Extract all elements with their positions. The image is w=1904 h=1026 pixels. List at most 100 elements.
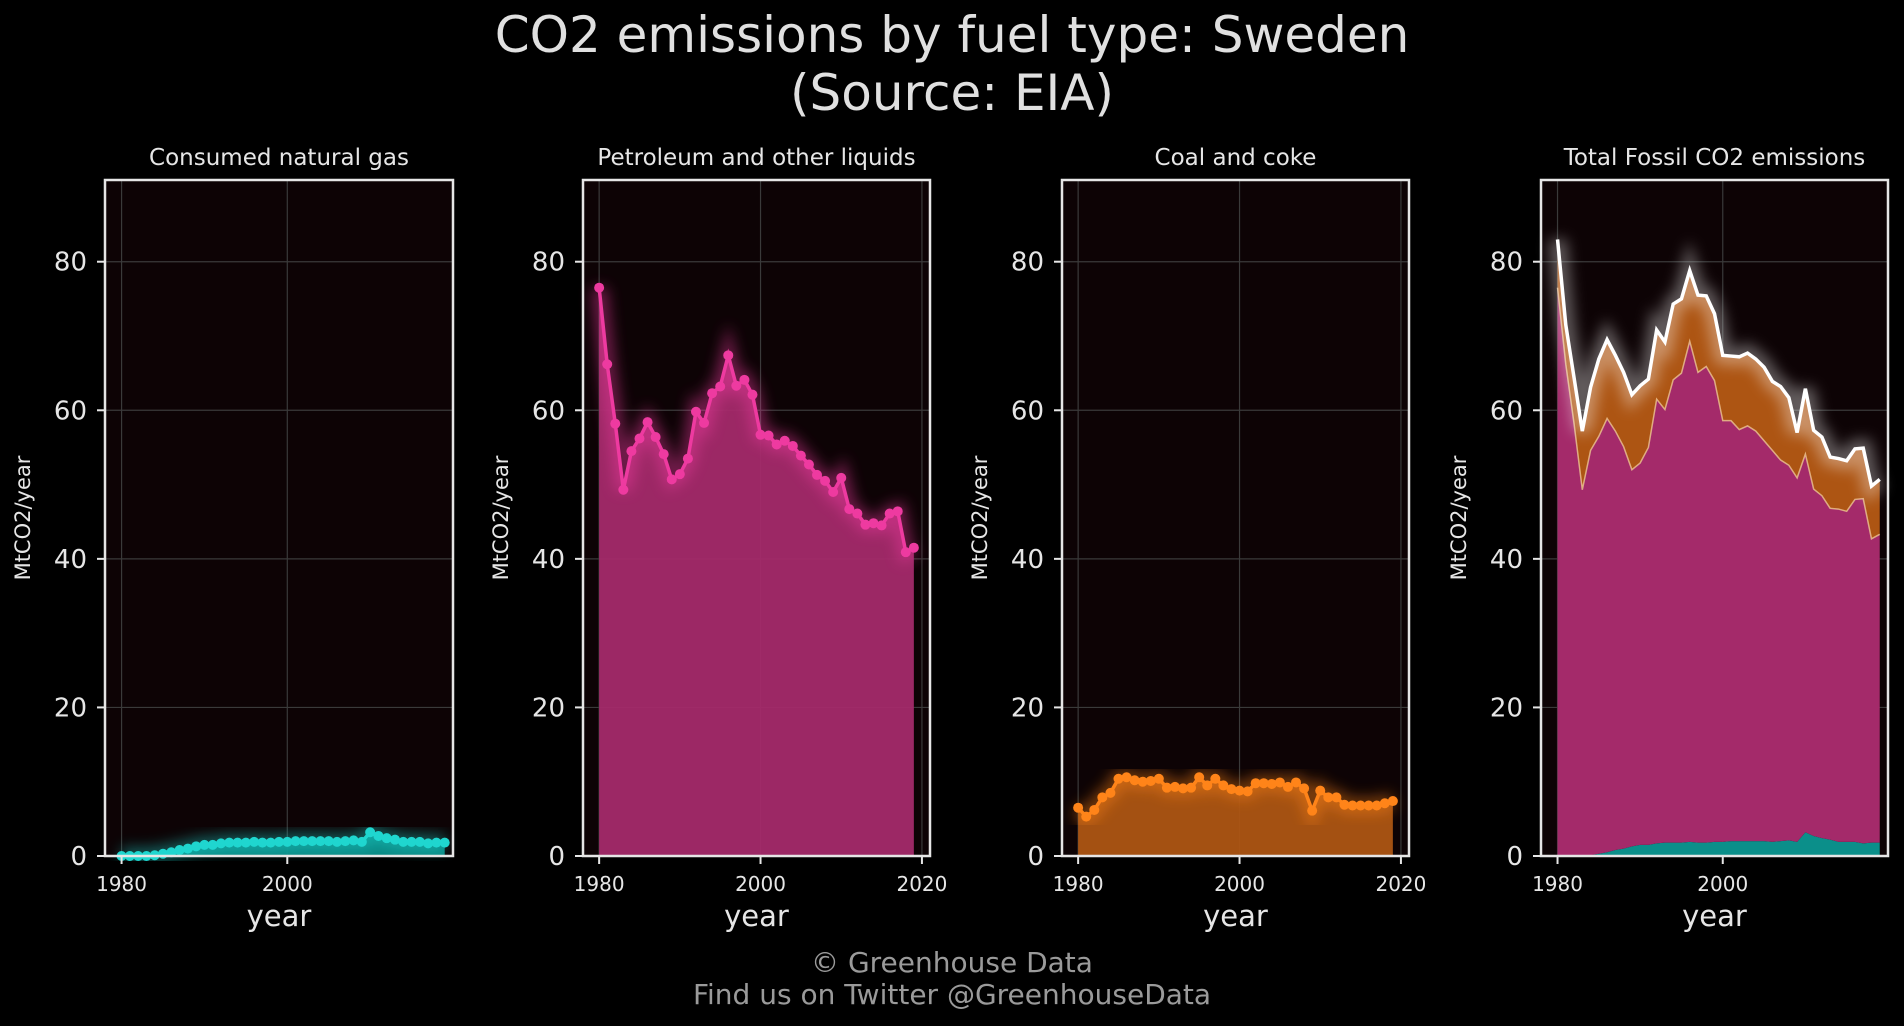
x-tick-label: 1980 [574, 872, 625, 896]
x-tick-label: 1980 [1053, 872, 1104, 896]
chart-title-line2: (Source: EIA) [790, 64, 1114, 122]
data-point-coal [1153, 773, 1164, 784]
data-point-gas [232, 837, 243, 848]
data-point-petroleum [690, 406, 701, 417]
data-point-gas [257, 837, 268, 848]
data-point-petroleum [723, 350, 734, 361]
data-point-gas [282, 836, 293, 847]
data-point-petroleum [626, 446, 637, 457]
data-point-petroleum [908, 542, 919, 553]
data-point-coal [1242, 786, 1253, 797]
data-point-gas [332, 836, 342, 847]
footer-twitter: Find us on Twitter @GreenhouseData [693, 978, 1211, 1011]
x-tick-label: 2020 [896, 872, 947, 896]
stack-area-gas [1557, 832, 1880, 856]
data-point-petroleum [699, 417, 710, 428]
panel-title: Consumed natural gas [149, 145, 409, 171]
data-point-gas [307, 836, 318, 847]
data-point-coal [1234, 785, 1245, 796]
data-point-coal [1323, 792, 1334, 803]
data-point-gas [174, 845, 185, 856]
data-point-coal [1169, 781, 1180, 792]
data-point-coal [1331, 792, 1342, 803]
data-point-coal [1081, 811, 1092, 822]
data-point-gas [439, 837, 450, 848]
data-point-gas [340, 836, 351, 847]
data-point-coal [1347, 800, 1358, 811]
y-tick-label: 40 [532, 545, 565, 575]
line-total [1555, 239, 1881, 490]
y-tick-label: 0 [1506, 842, 1523, 872]
x-tick-label: 2000 [1214, 872, 1265, 896]
data-point-petroleum [707, 388, 718, 399]
data-point-petroleum [771, 439, 782, 450]
data-point-petroleum [658, 449, 669, 460]
data-point-coal [1387, 796, 1398, 807]
data-point-coal [1307, 805, 1318, 816]
data-point-petroleum [610, 418, 621, 429]
data-point-coal [1355, 800, 1366, 811]
panel-1: 0 20 40 60 80 1980 2000 Consumed natural gas yea… [11, 145, 455, 933]
data-point-coal [1339, 799, 1350, 810]
data-point-coal [1315, 785, 1326, 796]
y-tick-label: 0 [1027, 842, 1044, 872]
data-point-gas [356, 836, 367, 847]
data-point-coal [1274, 777, 1285, 788]
data-point-gas [373, 830, 384, 841]
data-point-gas [224, 837, 235, 848]
y-tick-label: 0 [548, 842, 565, 872]
y-tick-label: 40 [1011, 545, 1044, 575]
data-point-petroleum [779, 435, 790, 446]
data-point-coal [1379, 798, 1390, 809]
data-point-petroleum [650, 432, 661, 443]
data-point-gas [414, 836, 425, 847]
plot-frame [1060, 178, 1411, 858]
data-point-gas [323, 836, 334, 847]
y-tick-label: 20 [532, 693, 565, 723]
data-point-gas [191, 841, 202, 852]
data-point-gas [348, 835, 359, 846]
data-point-petroleum [602, 359, 613, 370]
data-point-coal [1129, 775, 1140, 786]
data-point-petroleum [634, 433, 645, 444]
data-point-coal [1202, 780, 1213, 791]
x-tick-label: 2000 [735, 872, 786, 896]
data-point-coal [1258, 778, 1269, 789]
data-point-coal [1266, 778, 1277, 789]
data-point-gas [199, 839, 210, 850]
data-point-gas [158, 848, 168, 859]
y-axis-label: MtCO2/year [1447, 455, 1471, 580]
stack-boundary-petroleum [1556, 287, 1881, 540]
y-axis-label: MtCO2/year [968, 455, 992, 580]
data-point-petroleum [803, 459, 814, 470]
data-point-coal [1226, 784, 1237, 795]
data-point-coal [1218, 780, 1229, 791]
data-point-coal [1137, 776, 1148, 787]
data-point-petroleum [852, 508, 863, 519]
data-point-petroleum [642, 417, 653, 428]
data-point-petroleum [755, 429, 766, 440]
area-fill-coal [1078, 777, 1393, 856]
data-point-petroleum [715, 381, 726, 392]
data-point-coal [1371, 800, 1382, 811]
data-point-coal [1210, 773, 1221, 784]
x-tick-label: 1980 [96, 872, 147, 896]
line-petroleum [597, 287, 915, 555]
data-point-coal [1363, 800, 1374, 811]
panel-3: 0 20 40 60 80 1980 2000 2020 Coal and coke year Mt… [968, 145, 1426, 933]
footer-copyright: © Greenhouse Data [811, 946, 1093, 979]
plot-frame [581, 178, 932, 858]
data-point-coal [1161, 782, 1172, 793]
data-point-petroleum [763, 430, 774, 441]
x-axis-label: year [1203, 899, 1268, 933]
y-tick-label: 80 [54, 248, 87, 278]
data-point-gas [423, 838, 434, 849]
data-point-petroleum [884, 508, 895, 519]
plot-frame [103, 178, 455, 858]
x-axis-label: year [724, 899, 789, 933]
data-point-petroleum [828, 487, 839, 497]
plot-frame [1539, 178, 1890, 858]
data-point-petroleum [739, 374, 750, 385]
data-point-coal [1250, 778, 1261, 789]
data-point-coal [1097, 792, 1108, 803]
